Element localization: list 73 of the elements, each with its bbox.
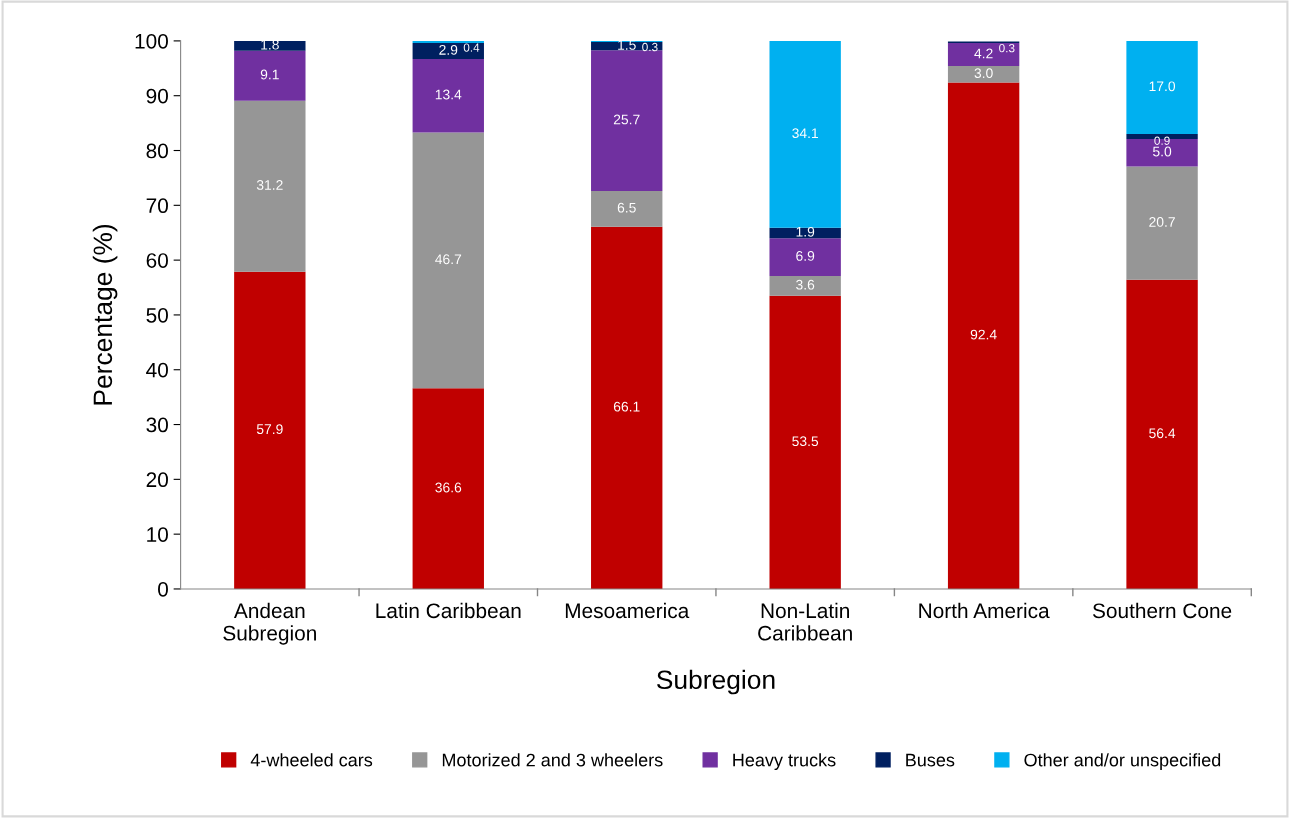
data-label: 92.4 [970,329,997,340]
bar [412,40,484,44]
data-label: 25.7 [613,114,640,125]
y-tick-label: 30 [146,417,168,433]
data-label: 4.2 [974,48,993,59]
legend-label: Heavy trucks [733,753,836,771]
data-label: 46.7 [435,254,462,265]
y-tick-label: 70 [146,198,168,214]
data-label: 5.0 [1152,146,1172,157]
data-label: 6.9 [796,251,815,261]
bar [769,295,841,589]
x-tick-label: North America [919,602,1050,619]
legend-label: Motorized 2 and 3 wheelers [442,753,663,767]
bar [234,50,306,101]
y-tick-label: 80 [146,143,168,159]
bar [591,226,663,589]
data-label: 57.9 [256,424,283,435]
data-label: 0.4 [463,43,480,52]
x-tick-label: Southern Cone [1092,602,1232,619]
bar [947,66,1020,83]
data-label: 3.6 [796,279,815,290]
bar [769,238,841,277]
bar [234,100,306,272]
data-label: 0.3 [999,43,1015,53]
data-label: 2.9 [439,44,458,55]
bar [234,40,306,51]
data-label: 9.1 [260,69,279,80]
x-tick-label: Latin Caribbean [376,602,521,619]
bar [1126,40,1198,135]
bar [234,271,306,589]
data-label: 3.0 [974,68,993,79]
bar [947,43,1020,67]
bar [1126,166,1198,280]
data-label: 6.5 [617,202,636,213]
data-label: 36.6 [435,482,462,493]
bar [1126,279,1198,589]
bar [769,40,841,228]
bar [591,50,663,192]
legend-label: Buses [906,753,955,767]
bar [947,82,1020,589]
data-label: 34.1 [792,128,819,139]
bar [591,191,663,227]
data-label: 1.9 [796,226,815,237]
y-tick-label: 60 [146,253,168,268]
y-tick-label: 20 [146,472,168,488]
x-tick-label: Andean Subregion [223,602,316,645]
bar [412,58,484,133]
data-label: 0.3 [642,42,658,52]
x-tick-label: Mesoamerica [565,602,690,619]
data-label: 53.5 [792,436,819,447]
bar [412,132,484,389]
data-label: 0.9 [1154,136,1170,145]
y-tick-label: 10 [147,527,168,542]
y-tick-label: 100 [135,33,168,49]
y-tick-label: 90 [146,88,168,104]
legend-label: Other and/or unspecified [1024,753,1221,771]
y-axis-title: Percentage (%) [92,224,118,405]
y-tick-label: 40 [146,362,168,378]
bar [769,276,841,296]
bar [769,227,841,239]
y-tick-label: 0 [158,581,168,597]
bar [412,43,484,59]
data-label: 17.0 [1149,81,1176,92]
y-tick-label: 50 [146,307,168,323]
x-tick-label: Non-Latin Caribbean [758,602,852,641]
x-axis-title: Subregion [657,669,775,695]
data-label: 13.4 [435,89,462,100]
data-label: 31.2 [256,180,283,190]
data-label: 20.7 [1149,217,1175,227]
bar [412,388,484,589]
legend-label: 4-wheeled cars [250,753,373,767]
data-label: 66.1 [613,401,640,412]
data-label: 56.4 [1149,428,1176,439]
